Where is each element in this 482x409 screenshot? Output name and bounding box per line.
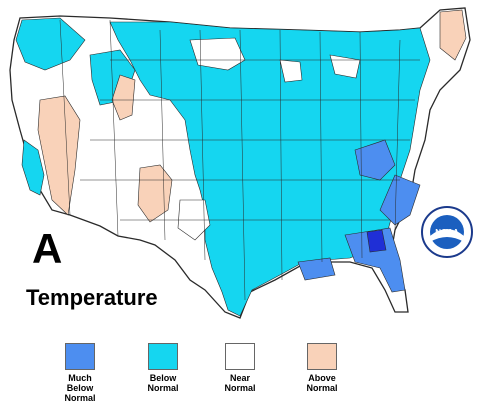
noaa-logo: NOAA <box>421 206 473 258</box>
legend-label-near: Near Normal <box>224 373 256 393</box>
near-normal-great-lakes <box>329 54 361 79</box>
near-normal-dakota <box>279 59 303 83</box>
above-normal-utah <box>111 74 136 121</box>
legend-label-below: Below Normal <box>147 373 179 393</box>
us-temperature-map <box>9 7 471 319</box>
legend-label-much-below: Much Below Normal <box>64 373 96 403</box>
legend-swatch-above <box>307 343 337 370</box>
division-lines <box>59 19 420 301</box>
near-normal-montana <box>189 37 246 71</box>
much-below-core <box>366 229 387 253</box>
legend-item-much-below: Much Below Normal <box>40 343 120 403</box>
legend-item-below: Below Normal <box>123 343 203 393</box>
legend-swatch-near <box>225 343 255 370</box>
much-below-carolinas <box>379 174 421 226</box>
below-normal-calif-coast <box>21 139 45 196</box>
below-normal-pacific-nw <box>15 17 86 71</box>
noaa-logo-text: NOAA <box>435 228 459 237</box>
much-below-gulf <box>297 257 336 281</box>
above-normal-maine <box>439 9 467 61</box>
legend-swatch-much-below <box>65 343 95 370</box>
legend: Much Below Normal Below Normal Near Norm… <box>0 343 482 409</box>
legend-item-near: Near Normal <box>200 343 280 393</box>
legend-item-above: Above Normal <box>282 343 362 393</box>
legend-label-above: Above Normal <box>306 373 338 393</box>
much-below-georgia-florida <box>344 227 406 293</box>
legend-swatch-below <box>148 343 178 370</box>
much-below-appalachia <box>354 139 396 181</box>
panel-letter: A <box>32 225 63 272</box>
panel-title: Temperature <box>26 285 158 310</box>
above-normal-nevada <box>37 95 81 216</box>
